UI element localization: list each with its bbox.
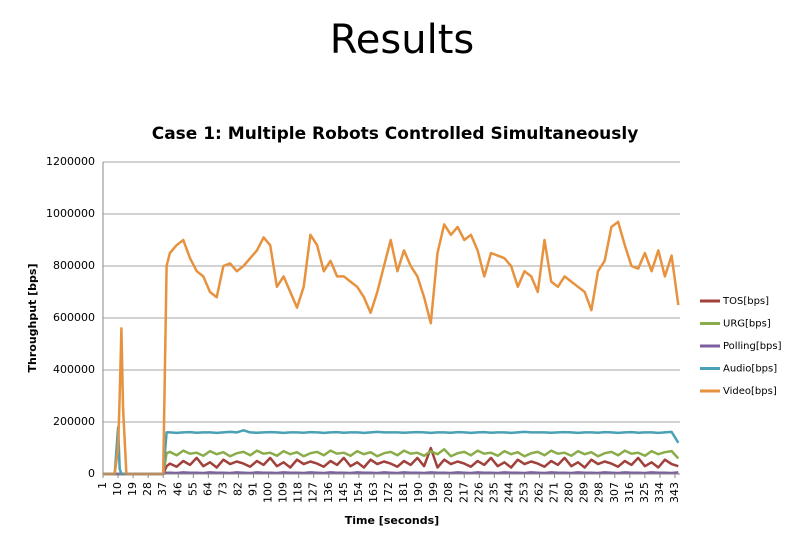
x-tick-label: 37 [156, 482, 169, 496]
x-tick-label: 334 [653, 482, 666, 503]
x-tick-label: 10 [111, 482, 124, 496]
x-tick-label: 298 [593, 482, 606, 503]
legend-label: URG[bps] [723, 319, 771, 330]
series-line [103, 471, 679, 476]
x-tick-label: 253 [517, 482, 530, 503]
x-tick-label: 226 [472, 482, 485, 503]
x-tick-label: 262 [533, 482, 546, 503]
x-tick-label: 55 [186, 482, 199, 496]
legend-label: Audio[bps] [723, 364, 777, 375]
x-tick-label: 163 [367, 482, 380, 503]
y-tick-label: 800000 [53, 259, 95, 272]
x-tick-label: 181 [397, 482, 410, 503]
x-tick-label: 127 [307, 482, 320, 503]
series-line [103, 220, 680, 476]
legend-label: TOS[bps] [722, 296, 769, 307]
x-tick-label: 109 [277, 482, 290, 503]
x-tick-label: 325 [638, 482, 651, 503]
x-tick-label: 118 [292, 482, 305, 503]
x-tick-label: 316 [623, 482, 636, 503]
x-tick-label: 91 [247, 482, 260, 496]
x-tick-label: 244 [502, 482, 515, 503]
y-tick-label: 1000000 [46, 207, 95, 220]
legend-label: Video[bps] [723, 386, 777, 397]
x-tick-label: 280 [563, 482, 576, 503]
x-tick-label: 307 [608, 482, 621, 503]
x-tick-label: 19 [126, 482, 139, 496]
x-tick-label: 235 [487, 482, 500, 503]
x-tick-label: 172 [382, 482, 395, 503]
x-tick-label: 136 [322, 482, 335, 503]
y-tick-label: 400000 [53, 363, 95, 376]
slide-title: Results [330, 17, 474, 63]
y-tick-label: 200000 [53, 415, 95, 428]
x-tick-label: 271 [548, 482, 561, 503]
x-tick-label: 199 [427, 482, 440, 503]
y-tick-label: 1200000 [46, 155, 95, 168]
x-tick-label: 145 [337, 482, 350, 503]
series-line [103, 448, 680, 476]
x-tick-label: 208 [442, 482, 455, 503]
x-tick-label: 46 [171, 482, 184, 496]
x-tick-label: 64 [201, 482, 214, 496]
legend-label: Polling[bps] [723, 341, 782, 352]
y-tick-label: 600000 [53, 311, 95, 324]
x-tick-label: 289 [578, 482, 591, 503]
series-line [103, 446, 679, 476]
x-tick-label: 100 [262, 482, 275, 503]
x-tick-label: 1 [96, 482, 109, 489]
x-tick-label: 343 [668, 482, 681, 503]
x-axis-label: Time [seconds] [345, 514, 439, 527]
y-tick-label: 0 [88, 467, 95, 480]
series-line [103, 425, 680, 476]
x-tick-label: 73 [216, 482, 229, 496]
x-tick-label: 190 [412, 482, 425, 503]
y-axis-label: Throughput [bps] [26, 264, 39, 373]
x-tick-label: 82 [231, 482, 244, 496]
x-tick-label: 28 [141, 482, 154, 496]
chart-title: Case 1: Multiple Robots Controlled Simul… [152, 124, 639, 144]
x-tick-label: 217 [457, 482, 470, 503]
x-tick-label: 154 [352, 482, 365, 503]
